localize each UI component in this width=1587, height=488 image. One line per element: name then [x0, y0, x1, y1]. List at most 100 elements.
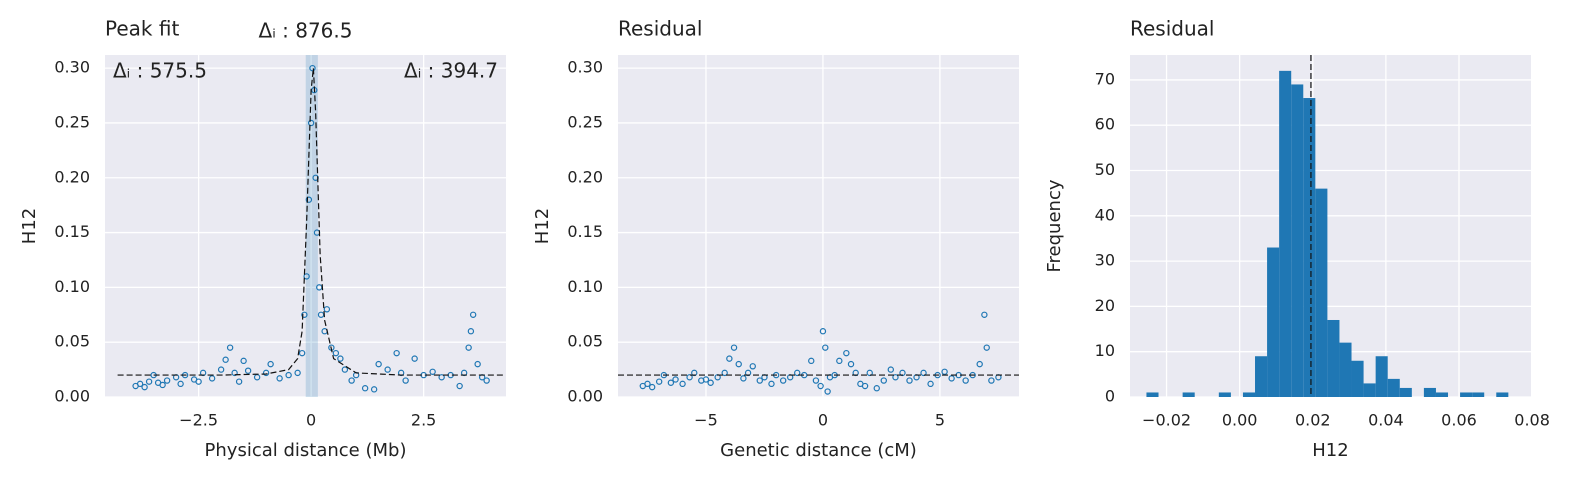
data-point: [726, 355, 733, 362]
histogram-bar: [1387, 378, 1400, 397]
plot-area: [618, 311, 1019, 395]
y-axis-label: Frequency: [1044, 179, 1065, 272]
data-point: [411, 355, 418, 362]
data-point: [941, 368, 948, 375]
data-point: [866, 369, 873, 377]
histogram-bar: [1279, 70, 1292, 397]
y-tick-label: 0.05: [54, 332, 90, 351]
histogram-bar: [1303, 98, 1316, 397]
data-point: [948, 375, 955, 382]
data-point: [962, 377, 969, 384]
histogram-bar: [1255, 356, 1268, 397]
y-axis-label: H12: [19, 208, 40, 244]
data-point: [843, 349, 850, 357]
data-point: [756, 377, 763, 384]
data-point: [749, 363, 756, 370]
chart-title: Residual: [1130, 17, 1214, 41]
data-point: [686, 374, 693, 381]
data-point: [305, 196, 313, 203]
data-point: [285, 371, 292, 379]
x-tick-label: 2.5: [411, 411, 436, 430]
data-point: [779, 377, 787, 384]
data-point: [927, 380, 934, 388]
data-point: [136, 380, 144, 388]
x-tick-label: 5: [935, 411, 945, 430]
data-point: [456, 382, 463, 390]
data-point: [880, 377, 887, 384]
y-tick-label: 70: [1095, 69, 1115, 88]
x-tick-label: −2.5: [179, 411, 218, 430]
data-point: [906, 377, 913, 384]
data-point: [819, 328, 827, 335]
y-tick-label: 0.10: [54, 277, 90, 296]
data-point: [226, 344, 234, 351]
data-point: [808, 357, 815, 365]
data-point: [332, 349, 340, 357]
data-point: [337, 355, 344, 362]
data-point: [920, 369, 927, 377]
y-tick-label: 0.10: [567, 277, 603, 296]
plot-background: [105, 55, 506, 397]
histogram-bar: [1291, 84, 1304, 397]
data-point: [208, 375, 216, 382]
plot-background: [618, 55, 1019, 397]
data-point: [768, 380, 775, 388]
data-point: [294, 369, 301, 377]
data-point: [655, 378, 663, 385]
data-point: [469, 311, 477, 318]
y-tick-label: 0.30: [567, 58, 603, 77]
data-point: [141, 383, 148, 391]
plot-area: [117, 55, 505, 397]
annotation: Δᵢ : 394.7: [404, 59, 498, 83]
y-tick-label: 0.25: [54, 112, 90, 131]
data-point: [309, 64, 316, 72]
data-point: [873, 385, 880, 392]
data-point: [145, 378, 153, 385]
x-tick-label: −5: [694, 411, 718, 430]
data-point: [341, 366, 349, 373]
y-tick-label: 0.00: [567, 387, 603, 406]
y-tick-label: 0.05: [567, 332, 603, 351]
data-point: [348, 377, 355, 384]
data-point: [824, 388, 831, 395]
data-point: [276, 375, 283, 382]
histogram-bar: [1375, 356, 1388, 397]
data-point: [370, 386, 378, 393]
data-point: [402, 377, 409, 384]
x-tick-label: 0: [306, 411, 316, 430]
chart-title: Residual: [618, 17, 702, 41]
histogram-bar: [1435, 392, 1449, 397]
data-point: [887, 366, 894, 373]
data-point: [976, 360, 983, 368]
histogram-bar: [1472, 392, 1485, 397]
x-axis-label: Genetic distance (cM): [720, 440, 917, 461]
data-point: [648, 383, 656, 391]
data-point: [465, 344, 472, 351]
data-point: [235, 378, 243, 385]
data-point: [702, 376, 710, 383]
data-point: [672, 376, 679, 383]
data-point: [892, 374, 899, 381]
data-point: [812, 377, 820, 384]
data-point: [438, 374, 445, 381]
x-axis-label: Physical distance (Mb): [205, 440, 407, 461]
histogram-bar: [1363, 383, 1376, 397]
histogram-bar: [1339, 342, 1352, 397]
data-point: [177, 380, 184, 388]
histogram-bar: [1218, 392, 1231, 397]
y-tick-label: 60: [1095, 115, 1115, 134]
data-point: [303, 273, 310, 280]
data-point: [195, 378, 202, 385]
annotation: Δᵢ : 876.5: [259, 19, 353, 43]
data-point: [231, 369, 238, 377]
data-point: [794, 369, 801, 377]
y-tick-label: 0.30: [54, 58, 90, 77]
data-point: [740, 375, 747, 382]
data-point: [163, 377, 171, 384]
annotation: Δᵢ : 575.5: [113, 59, 207, 83]
histogram-bar: [1460, 392, 1473, 397]
histogram-bar: [1351, 360, 1364, 397]
x-tick-label: 0.04: [1368, 411, 1404, 430]
y-tick-label: 0.15: [567, 222, 603, 241]
